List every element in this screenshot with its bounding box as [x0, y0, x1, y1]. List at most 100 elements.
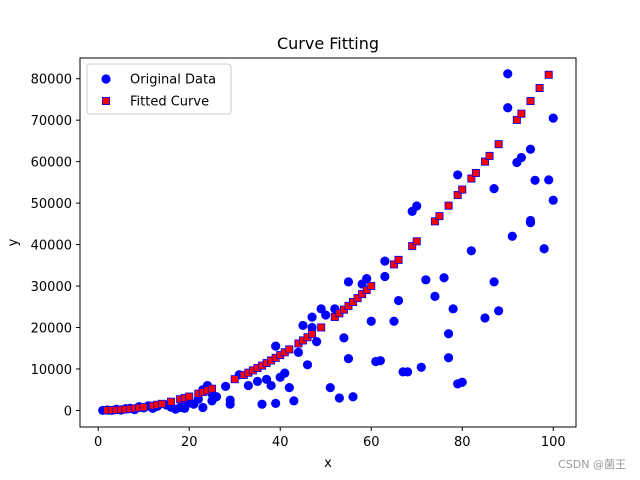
original-data-point	[466, 246, 476, 256]
fitted-curve-point	[408, 242, 417, 251]
legend-label: Original Data	[130, 73, 216, 88]
original-data-point	[257, 399, 267, 409]
original-data-point	[221, 381, 231, 391]
original-data-point	[389, 316, 399, 326]
plot-marks	[98, 69, 558, 416]
x-tick-label: 80	[454, 435, 471, 450]
fitted-curve-point	[285, 345, 294, 354]
legend: Original Data Fitted Curve	[86, 63, 232, 115]
original-data-point	[266, 380, 276, 391]
original-data-point	[503, 69, 513, 79]
x-tick-label: 0	[94, 435, 102, 450]
fitted-curve-point	[485, 151, 494, 160]
original-data-point	[325, 383, 335, 393]
original-data-point	[380, 256, 390, 266]
original-data-point	[489, 184, 499, 194]
original-data-point	[530, 175, 540, 185]
fitted-curve-point	[394, 255, 403, 264]
fitted-curve-point	[167, 397, 176, 406]
original-data-point	[375, 356, 385, 366]
original-data-point	[293, 347, 304, 357]
legend-box	[86, 63, 232, 115]
fitted-curve-point	[526, 97, 535, 106]
fitted-curve-point	[207, 384, 216, 393]
original-data-point	[525, 144, 536, 154]
original-data-point	[503, 103, 513, 113]
original-data-point	[453, 170, 463, 180]
fitted-curve-point	[430, 217, 439, 226]
watermark: CSDN @菌王	[558, 458, 626, 471]
y-tick-label: 40000	[31, 239, 72, 254]
fitted-curve-point	[157, 399, 166, 408]
fitted-curve-point	[494, 140, 503, 149]
fitted-curve-point	[435, 212, 444, 221]
fitted-curve-point	[389, 260, 398, 269]
original-data-point	[289, 396, 299, 406]
fitted-curve-point	[358, 290, 367, 299]
fitted-curve-point	[230, 375, 239, 384]
series-fitted-curve	[103, 70, 553, 415]
fitted-curve-point	[367, 281, 376, 290]
x-tick-label: 100	[541, 435, 566, 450]
y-tick-label: 70000	[31, 114, 72, 129]
fitted-curve-point	[512, 115, 521, 124]
y-axis-label: y	[6, 238, 21, 246]
fitted-curve-point	[317, 323, 326, 332]
original-data-point	[443, 353, 454, 363]
x-tick-label: 40	[272, 435, 289, 450]
original-data-point	[412, 201, 422, 211]
original-data-point	[443, 329, 454, 339]
original-data-point	[225, 399, 235, 409]
legend-label: Fitted Curve	[130, 95, 209, 110]
fitted-curve-point	[467, 174, 476, 183]
chart-title: Curve Fitting	[277, 34, 379, 53]
original-data-point	[403, 367, 413, 377]
y-axis-ticks: 0 10000 20000 30000 40000 50000 60000 70000 8000…	[31, 73, 80, 419]
original-data-point	[271, 398, 281, 408]
original-data-point	[271, 341, 281, 351]
original-data-point	[544, 175, 554, 185]
original-data-point	[321, 310, 331, 320]
fitted-curve-point	[185, 392, 194, 401]
legend-marker-fitted-curve	[102, 97, 111, 106]
x-axis-label: x	[324, 456, 332, 471]
original-data-point	[494, 306, 504, 316]
original-data-point	[312, 336, 322, 347]
original-data-point	[516, 152, 526, 163]
original-data-point	[430, 291, 440, 301]
plot-frame	[79, 57, 577, 428]
x-tick-label: 20	[181, 435, 198, 450]
y-tick-label: 50000	[31, 197, 72, 212]
original-data-point	[343, 277, 354, 287]
fitted-curve-point	[544, 70, 553, 79]
fitted-curve-point	[535, 84, 544, 93]
original-data-point	[280, 368, 290, 378]
y-tick-label: 30000	[31, 280, 72, 295]
y-tick-label: 10000	[31, 363, 72, 378]
original-data-point	[366, 316, 376, 326]
fitted-curve-point	[444, 201, 453, 210]
original-data-point	[548, 195, 558, 205]
original-data-point	[302, 360, 313, 370]
fitted-curve-point	[139, 403, 148, 412]
fitted-curve-point	[471, 168, 480, 177]
legend-marker-original-data	[101, 74, 111, 84]
y-tick-label: 60000	[31, 156, 72, 171]
fitted-curve-point	[362, 286, 371, 295]
original-data-point	[307, 322, 317, 333]
original-data-point	[439, 273, 449, 283]
original-data-point	[489, 277, 499, 287]
fitted-curve-point	[453, 190, 462, 199]
y-tick-label: 80000	[31, 73, 72, 88]
original-data-point	[416, 362, 426, 372]
fitted-curve-point	[412, 237, 421, 246]
original-data-point	[211, 392, 222, 402]
y-tick-label: 20000	[31, 321, 72, 336]
original-data-point	[548, 113, 558, 123]
original-data-point	[380, 271, 390, 282]
original-data-point	[362, 273, 372, 284]
original-data-point	[348, 392, 358, 402]
original-data-point	[252, 376, 263, 386]
fitted-curve-point	[458, 185, 467, 194]
